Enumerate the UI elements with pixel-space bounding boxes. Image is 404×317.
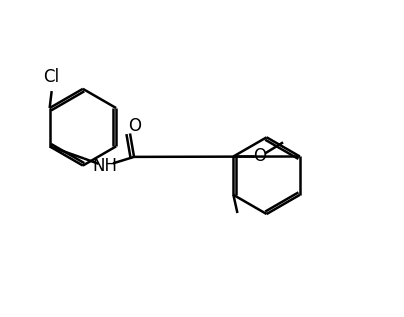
Text: Cl: Cl — [44, 68, 60, 86]
Text: NH: NH — [93, 157, 118, 175]
Text: O: O — [253, 147, 266, 165]
Text: O: O — [128, 117, 141, 135]
